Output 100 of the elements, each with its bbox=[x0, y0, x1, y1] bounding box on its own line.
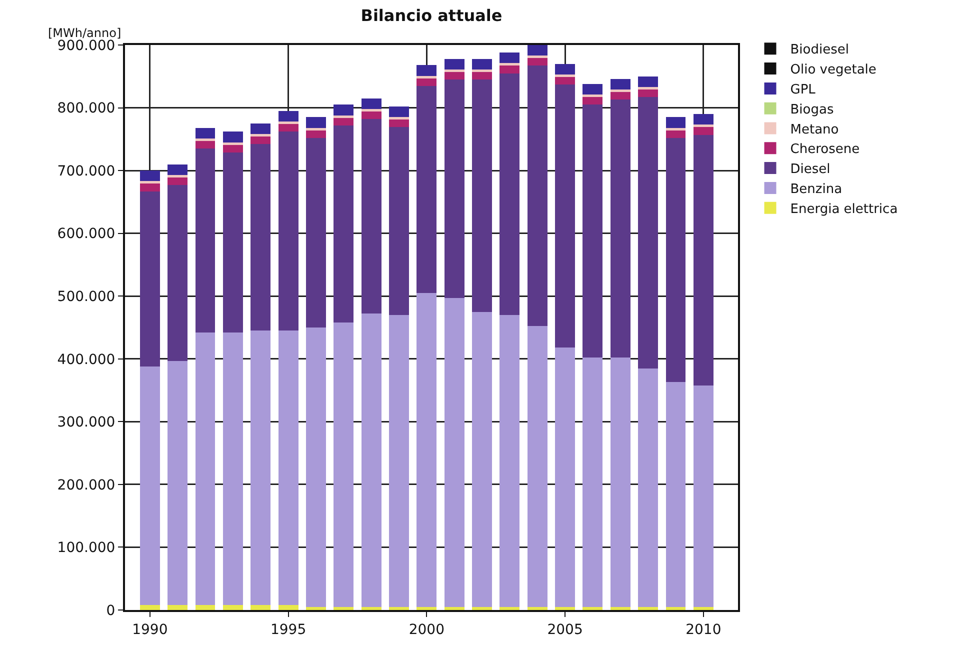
bar bbox=[638, 606, 658, 610]
legend-label: Benzina bbox=[790, 182, 842, 198]
bar bbox=[361, 112, 382, 120]
bar bbox=[582, 97, 603, 105]
bar bbox=[444, 298, 464, 607]
bar bbox=[389, 106, 409, 118]
bar bbox=[500, 73, 520, 315]
bar bbox=[195, 332, 216, 605]
bar bbox=[610, 358, 630, 607]
bar bbox=[168, 174, 188, 178]
bar bbox=[278, 604, 298, 610]
bar bbox=[555, 348, 575, 607]
bar bbox=[666, 606, 686, 610]
legend-label: Energia elettrica bbox=[790, 202, 898, 217]
bar bbox=[278, 122, 298, 124]
bar bbox=[334, 606, 354, 610]
bar bbox=[140, 170, 160, 182]
bar bbox=[361, 314, 382, 607]
bar bbox=[638, 90, 658, 98]
bar bbox=[334, 115, 354, 118]
bar bbox=[361, 606, 382, 610]
y-tick-label: 0 bbox=[106, 602, 116, 619]
bar bbox=[555, 74, 575, 78]
x-tick-label: 2005 bbox=[547, 622, 583, 638]
bar bbox=[638, 76, 658, 88]
bar bbox=[222, 142, 243, 145]
bar bbox=[195, 604, 216, 610]
bar bbox=[222, 144, 243, 152]
bar bbox=[527, 606, 548, 610]
bar bbox=[389, 117, 409, 120]
legend-label: Biogas bbox=[790, 102, 834, 118]
bar bbox=[334, 118, 354, 126]
bar bbox=[389, 606, 409, 610]
bar bbox=[195, 148, 216, 333]
bar bbox=[693, 124, 714, 128]
bar bbox=[582, 94, 603, 98]
bar bbox=[444, 606, 464, 610]
bar bbox=[666, 138, 686, 382]
x-tick-label: 1990 bbox=[132, 622, 168, 638]
bar bbox=[140, 604, 160, 610]
bar bbox=[140, 366, 160, 605]
bar bbox=[444, 72, 464, 80]
bar bbox=[527, 58, 548, 66]
bar bbox=[472, 312, 492, 607]
y-tick-label: 100.000 bbox=[57, 540, 116, 556]
bar bbox=[250, 134, 271, 137]
bar bbox=[334, 125, 354, 322]
bar bbox=[638, 368, 658, 607]
bar bbox=[250, 604, 271, 610]
bar bbox=[444, 80, 464, 298]
bar bbox=[168, 184, 188, 361]
bar bbox=[555, 606, 575, 610]
bar bbox=[666, 130, 686, 138]
bar bbox=[250, 123, 271, 134]
bar bbox=[500, 66, 520, 74]
bar bbox=[527, 326, 548, 607]
bar bbox=[195, 141, 216, 149]
y-tick-label: 800.000 bbox=[57, 100, 116, 117]
bar bbox=[610, 78, 630, 90]
bar bbox=[693, 114, 714, 125]
bar bbox=[222, 152, 243, 333]
bar bbox=[222, 132, 243, 142]
x-tick-label: 2000 bbox=[408, 622, 444, 638]
bar bbox=[168, 177, 188, 185]
bar bbox=[168, 604, 188, 610]
bar bbox=[389, 314, 409, 607]
bar bbox=[334, 104, 354, 116]
bar bbox=[500, 52, 520, 64]
bar bbox=[416, 78, 437, 86]
bar bbox=[693, 606, 714, 610]
bar bbox=[416, 65, 437, 76]
bar bbox=[693, 385, 714, 607]
bar bbox=[168, 164, 188, 175]
bar bbox=[555, 84, 575, 348]
bar bbox=[306, 138, 326, 328]
bar bbox=[222, 332, 243, 605]
bar bbox=[582, 358, 603, 607]
bar bbox=[361, 109, 382, 112]
bar bbox=[610, 90, 630, 92]
bar bbox=[306, 128, 326, 130]
bar bbox=[389, 127, 409, 315]
bar bbox=[361, 119, 382, 314]
bar bbox=[555, 64, 575, 75]
bar bbox=[500, 63, 520, 66]
x-tick-label: 1995 bbox=[270, 622, 306, 638]
y-tick-label: 900.000 bbox=[57, 38, 116, 54]
chart-title: Bilancio attuale bbox=[360, 6, 502, 25]
bar bbox=[140, 191, 160, 366]
legend-label: Biodiesel bbox=[790, 42, 849, 58]
bar bbox=[278, 110, 298, 122]
bar bbox=[472, 606, 492, 610]
y-tick-label: 400.000 bbox=[57, 352, 116, 368]
bar bbox=[666, 128, 686, 130]
bar bbox=[582, 84, 603, 95]
bar bbox=[195, 128, 216, 139]
bar bbox=[666, 117, 686, 128]
y-tick-label: 600.000 bbox=[57, 226, 116, 242]
bar bbox=[444, 69, 464, 72]
bar bbox=[472, 69, 492, 72]
bar bbox=[638, 97, 658, 368]
